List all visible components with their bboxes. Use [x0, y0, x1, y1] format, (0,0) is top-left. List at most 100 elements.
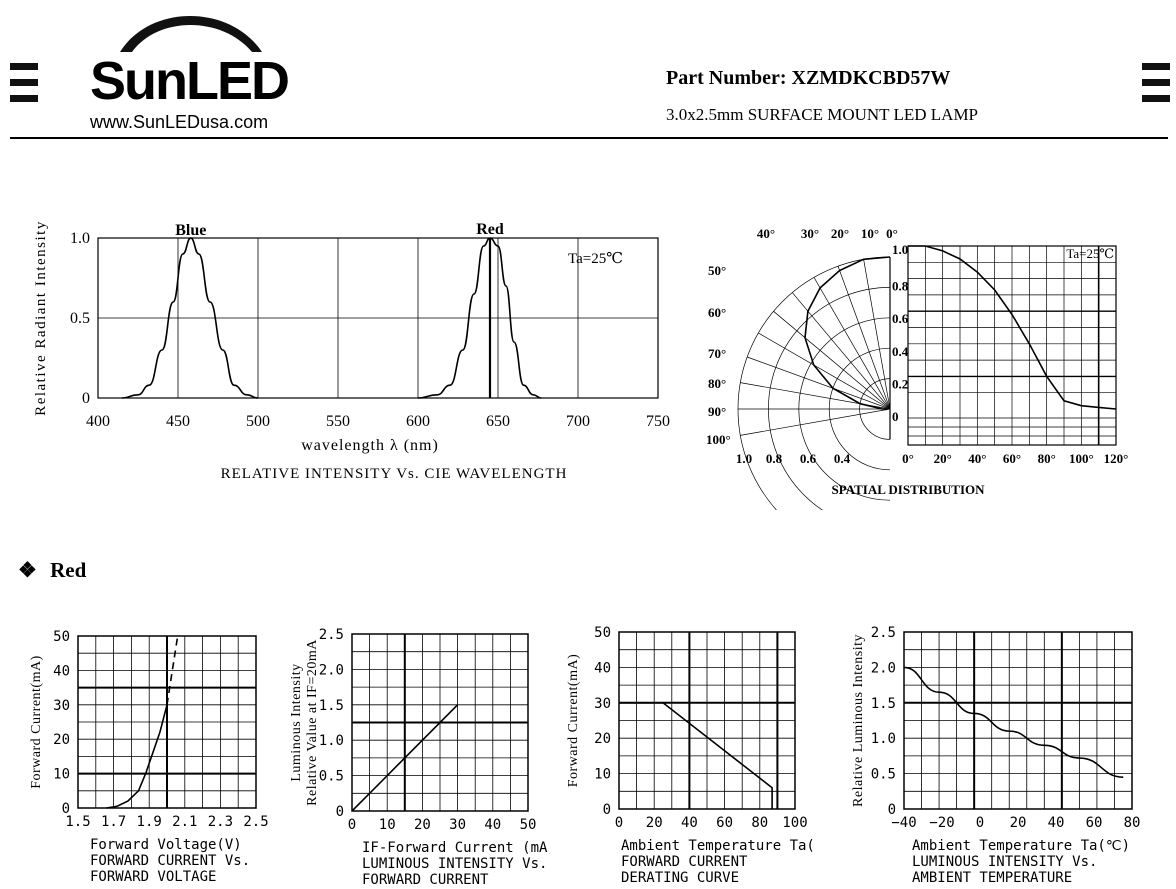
logo-arc-icon	[120, 16, 262, 52]
x-tick-label: 600	[406, 413, 430, 430]
x-tick-label: 750	[646, 413, 670, 430]
chart-title: FORWARD CURRENT Vs.	[90, 853, 250, 869]
polar-series-line	[804, 256, 891, 411]
chart-luminous-intensity-current: 0 10 20 30 40 50 0 0.5 1.0 1.5 2.0 2.5 Luminous Inte…	[289, 627, 550, 888]
chart-spatial-distribution: Ta=25℃ 1.0 0.8 0.6 0.4 0.2 0 40° 30° 20° 10° 0° 50° 6…	[706, 226, 1129, 510]
y-axis-label: Relative Value at IF=20mA	[305, 639, 320, 806]
part-number: Part Number: XZMDKCBD57W	[666, 67, 951, 89]
x-tick-label: 400	[86, 413, 110, 430]
x-axis-label: Ambient Temperature Ta(℃)	[912, 838, 1130, 854]
x-tick-label: 1.0	[736, 451, 752, 466]
chart-title: LUMINOUS INTENSITY Vs.	[912, 854, 1097, 870]
chart-relative-intensity-wavelength: 400 450 500 550 600 650 700 750 0 0.5 1.0 Blue Red Ta…	[33, 220, 670, 482]
x-tick-label: 80	[1124, 815, 1141, 831]
chart-luminous-intensity-temperature: −40 −20 0 20 40 60 80 0 0.5 1.0 1.5 2.0 2.5 Relative …	[851, 625, 1141, 886]
polar-spoke	[758, 332, 891, 410]
radial-tick-label: 0.6	[892, 311, 909, 326]
y-tick-label: 2.5	[319, 627, 344, 643]
y-tick-label: 0.5	[871, 767, 896, 783]
series-line	[106, 704, 168, 809]
y-tick-label: 10	[594, 767, 611, 783]
section-title-label: Red	[50, 558, 87, 582]
x-tick-label: 0°	[902, 451, 914, 466]
y-tick-label: 1.0	[70, 230, 90, 247]
x-tick-label: 0	[615, 815, 623, 831]
x-tick-label: 120°	[1104, 451, 1129, 466]
y-tick-label: 50	[594, 625, 611, 641]
y-tick-label: 0	[82, 390, 90, 407]
x-tick-label: 60	[716, 815, 733, 831]
x-tick-label: 500	[246, 413, 270, 430]
x-tick-label: −20	[929, 815, 954, 831]
series-line	[908, 245, 1117, 410]
y-tick-label: 2.0	[319, 662, 344, 678]
chart-title: RELATIVE INTENSITY Vs. CIE WAVELENGTH	[221, 466, 568, 482]
y-tick-label: 0.5	[70, 310, 90, 327]
x-tick-label: 30	[449, 817, 466, 833]
x-tick-label: 0.6	[800, 451, 817, 466]
y-tick-label: 40	[594, 660, 611, 676]
angle-label: 40°	[757, 226, 775, 241]
x-tick-label: 1.7	[101, 814, 126, 830]
y-tick-label: 0	[62, 801, 70, 817]
polar-spoke	[747, 356, 891, 410]
y-tick-label: 2.5	[871, 625, 896, 641]
annotation-temperature: Ta=25℃	[1066, 246, 1114, 261]
chart-title: AMBIENT TEMPERATURE	[912, 870, 1072, 886]
x-tick-label: 450	[166, 413, 190, 430]
series-line	[351, 704, 459, 812]
plot-frame	[77, 635, 257, 809]
x-tick-label: 10	[379, 817, 396, 833]
x-axis-label: wavelength λ (nm)	[301, 437, 439, 454]
chart-title: SPATIAL DISTRIBUTION	[831, 482, 985, 497]
series-line	[121, 237, 259, 399]
angle-label: 80°	[708, 376, 726, 391]
series-label-red: Red	[476, 221, 504, 238]
chart-title: FORWARD CURRENT	[621, 854, 748, 870]
radial-tick-label: 0.8	[892, 279, 909, 294]
plot-frame	[351, 633, 529, 812]
series-line	[619, 702, 773, 809]
y-tick-label: 2.0	[871, 660, 896, 676]
angle-label: 10°	[861, 226, 879, 241]
angle-label: 0°	[886, 226, 898, 241]
annotation-temperature: Ta=25℃	[568, 251, 623, 267]
polar-spoke	[813, 277, 891, 410]
x-tick-label: 40°	[968, 451, 986, 466]
x-tick-label: 20	[414, 817, 431, 833]
y-axis-label: Relative Radiant Intensity	[33, 220, 49, 416]
x-tick-label: 20°	[934, 451, 952, 466]
angle-label: 70°	[708, 346, 726, 361]
x-tick-label: 0	[348, 817, 356, 833]
diamond-bullet-icon: ❖	[18, 558, 37, 582]
x-tick-label: 20	[1010, 815, 1027, 831]
radial-tick-label: 1.0	[892, 242, 908, 257]
plot-frame	[618, 631, 796, 810]
y-tick-label: 0.5	[319, 769, 344, 785]
x-tick-label: 40	[681, 815, 698, 831]
polar-ring	[737, 256, 891, 510]
plot-frame	[97, 237, 659, 399]
section-title: ❖ Red	[18, 558, 86, 583]
x-tick-label: 40	[1048, 815, 1065, 831]
chart-forward-current-derating: 0 20 40 60 80 100 0 10 20 30 40 50 Forward Current(m…	[566, 625, 813, 886]
x-axis-label: IF-Forward Current (mA)	[362, 840, 550, 856]
x-tick-label: 100	[782, 815, 807, 831]
x-tick-label: 0.8	[766, 451, 783, 466]
angle-label: 20°	[831, 226, 849, 241]
y-tick-label: 30	[53, 698, 70, 714]
x-tick-label: 550	[326, 413, 350, 430]
radial-tick-label: 0	[892, 409, 899, 424]
plot-frame	[907, 245, 1117, 446]
y-tick-label: 20	[594, 731, 611, 747]
y-tick-label: 1.5	[319, 698, 344, 714]
polar-spoke	[863, 259, 891, 410]
header-divider	[10, 137, 1168, 139]
polar-spoke	[773, 311, 891, 410]
angle-label: 90°	[708, 404, 726, 419]
angle-label: 100°	[706, 432, 731, 447]
x-tick-label: 80	[751, 815, 768, 831]
x-tick-label: 2.5	[243, 814, 268, 830]
radial-tick-label: 0.4	[892, 344, 909, 359]
brand-url[interactable]: www.SunLEDusa.com	[90, 112, 269, 132]
